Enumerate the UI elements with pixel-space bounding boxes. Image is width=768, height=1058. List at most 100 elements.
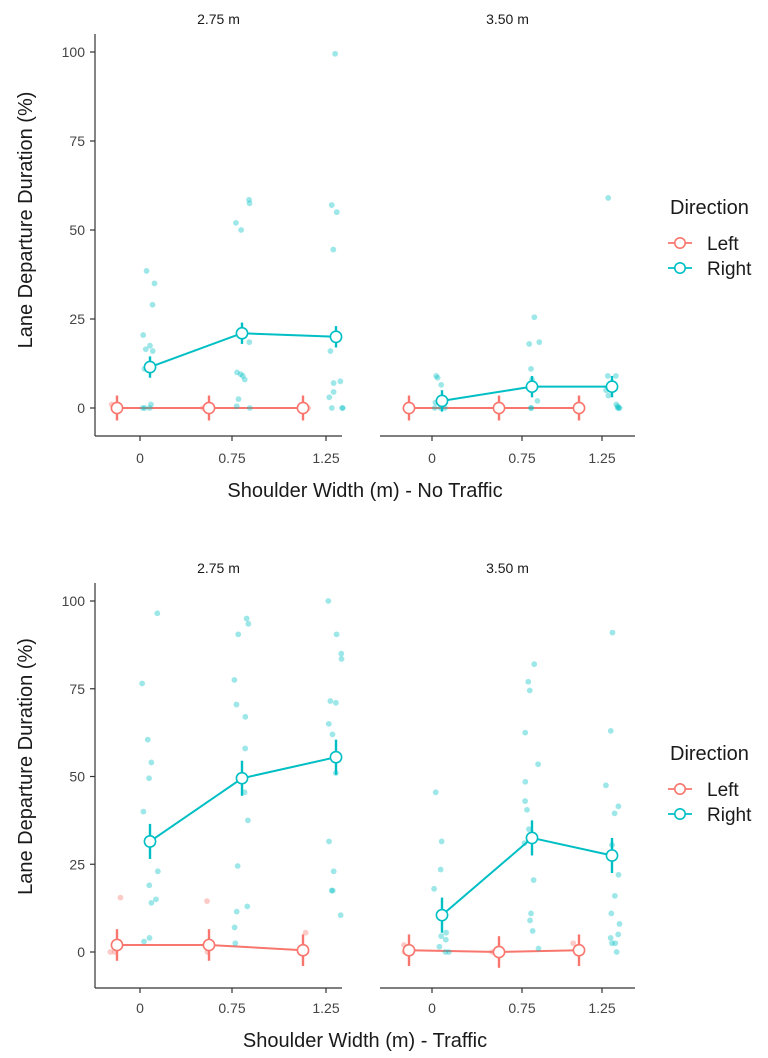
strip-label: 2.75 m xyxy=(197,11,240,27)
x-tick-label: 0.75 xyxy=(218,450,245,466)
x-tick-label: 0 xyxy=(136,450,144,466)
y-tick-label: 25 xyxy=(69,856,85,872)
mean-marker xyxy=(143,835,157,848)
y-tick-label: 25 xyxy=(69,311,85,327)
y-tick-label: 100 xyxy=(62,593,86,609)
data-point xyxy=(522,778,529,785)
data-point xyxy=(612,940,619,947)
data-point xyxy=(242,745,249,752)
data-point xyxy=(204,898,210,905)
legend-label: Right xyxy=(707,805,752,826)
data-point xyxy=(609,629,616,636)
legend-key-marker xyxy=(673,261,686,274)
mean-marker xyxy=(235,771,249,785)
data-point xyxy=(330,868,337,875)
data-point xyxy=(614,405,621,411)
data-point xyxy=(338,650,345,657)
data-point xyxy=(333,209,340,216)
y-tick-label: 75 xyxy=(69,133,85,149)
data-point xyxy=(330,389,337,395)
data-point xyxy=(332,50,339,57)
data-point xyxy=(333,631,340,638)
data-point xyxy=(438,381,445,388)
data-point xyxy=(244,903,251,910)
data-point xyxy=(433,373,440,379)
legend-key-marker xyxy=(673,237,686,250)
mean-marker xyxy=(110,938,124,952)
x-tick-label: 1.25 xyxy=(312,450,339,466)
data-point xyxy=(607,727,614,734)
mean-marker xyxy=(572,401,586,415)
data-point xyxy=(525,678,532,685)
data-point xyxy=(329,887,336,894)
x-tick-label: 0 xyxy=(136,1000,144,1016)
panel-3-50-m: 3.50 m 0 0.75 1.25 xyxy=(380,560,635,1016)
data-point xyxy=(609,940,615,947)
legend-label: Left xyxy=(707,780,739,801)
legend: Direction Left Right xyxy=(668,197,752,280)
data-point xyxy=(232,940,239,947)
data-point xyxy=(327,698,334,704)
data-point xyxy=(141,938,147,945)
data-point xyxy=(570,940,577,947)
data-point xyxy=(328,405,335,411)
data-point xyxy=(330,246,337,253)
mean-marker xyxy=(402,943,416,957)
data-point xyxy=(245,817,251,824)
data-point xyxy=(233,908,240,915)
series-left xyxy=(401,934,586,968)
data-point xyxy=(442,936,449,943)
data-point xyxy=(148,401,154,408)
mean-marker xyxy=(525,831,539,845)
data-point xyxy=(146,405,153,411)
data-point xyxy=(536,339,543,346)
y-tick-label: 50 xyxy=(69,222,85,238)
legend-key-marker xyxy=(673,807,686,820)
data-point xyxy=(246,405,253,411)
legend: Direction Left Right xyxy=(668,743,752,826)
x-tick-label: 1.25 xyxy=(588,450,615,466)
data-point xyxy=(526,687,533,694)
series-left xyxy=(402,395,586,421)
data-point xyxy=(151,280,158,287)
data-point xyxy=(154,868,161,875)
mean-marker xyxy=(110,401,124,415)
legend-title: Direction xyxy=(670,197,749,219)
data-point xyxy=(140,808,147,815)
data-point xyxy=(234,369,240,376)
data-point xyxy=(616,921,623,927)
data-point xyxy=(140,332,147,338)
strip-label: 2.75 m xyxy=(197,560,240,576)
data-point xyxy=(144,736,151,743)
series-left xyxy=(107,894,310,967)
panel-2-75-m: 2.75 m 0 0.75 1.25 xyxy=(95,560,345,1016)
data-point xyxy=(326,838,332,845)
data-point xyxy=(139,680,146,687)
data-point xyxy=(525,826,532,833)
data-point xyxy=(148,759,155,766)
chart-2: 0 25 50 75 100 Lane Departure Duration (%) Sho… xyxy=(15,560,752,1052)
data-point xyxy=(431,405,438,411)
mean-marker xyxy=(329,750,343,764)
data-point xyxy=(107,949,114,955)
data-point xyxy=(243,615,250,622)
data-point xyxy=(607,935,614,941)
data-point xyxy=(522,729,529,736)
data-point xyxy=(237,371,244,378)
data-point xyxy=(148,899,155,906)
data-point xyxy=(531,314,538,321)
data-point xyxy=(613,949,620,955)
mean-marker xyxy=(202,938,216,952)
data-point xyxy=(142,346,149,353)
data-point xyxy=(615,803,622,810)
data-point xyxy=(615,931,622,938)
data-point xyxy=(432,789,439,796)
mean-marker xyxy=(435,908,449,922)
data-point xyxy=(612,373,619,379)
y-tick-label: 100 xyxy=(62,44,86,60)
data-point xyxy=(233,701,240,708)
data-point xyxy=(325,720,332,727)
data-point xyxy=(326,394,333,401)
data-point xyxy=(146,882,153,889)
data-point xyxy=(613,401,620,408)
